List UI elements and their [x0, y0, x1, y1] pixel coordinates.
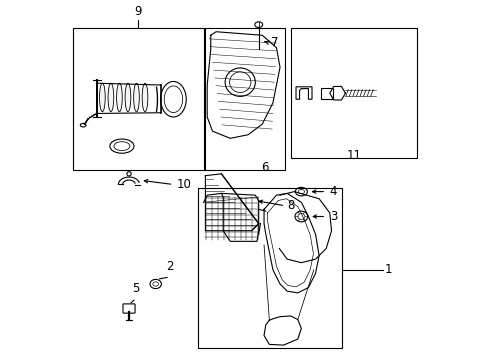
- Text: 10: 10: [177, 178, 191, 191]
- Ellipse shape: [142, 83, 147, 112]
- Ellipse shape: [133, 83, 139, 112]
- Text: 5: 5: [132, 282, 140, 294]
- Ellipse shape: [100, 83, 105, 112]
- Text: 9: 9: [134, 5, 142, 18]
- Text: 4: 4: [329, 185, 337, 198]
- Ellipse shape: [116, 83, 122, 112]
- Text: 1: 1: [384, 263, 391, 276]
- Text: 6: 6: [261, 161, 268, 174]
- Bar: [198, 188, 342, 348]
- Text: 3: 3: [329, 210, 336, 223]
- Text: 8: 8: [286, 199, 294, 212]
- Text: 7: 7: [270, 36, 278, 49]
- Ellipse shape: [125, 83, 130, 112]
- Ellipse shape: [108, 83, 114, 112]
- Bar: [290, 28, 416, 158]
- Bar: [73, 28, 204, 170]
- Text: 2: 2: [166, 260, 173, 273]
- Text: 11: 11: [346, 149, 361, 162]
- Bar: [203, 28, 285, 170]
